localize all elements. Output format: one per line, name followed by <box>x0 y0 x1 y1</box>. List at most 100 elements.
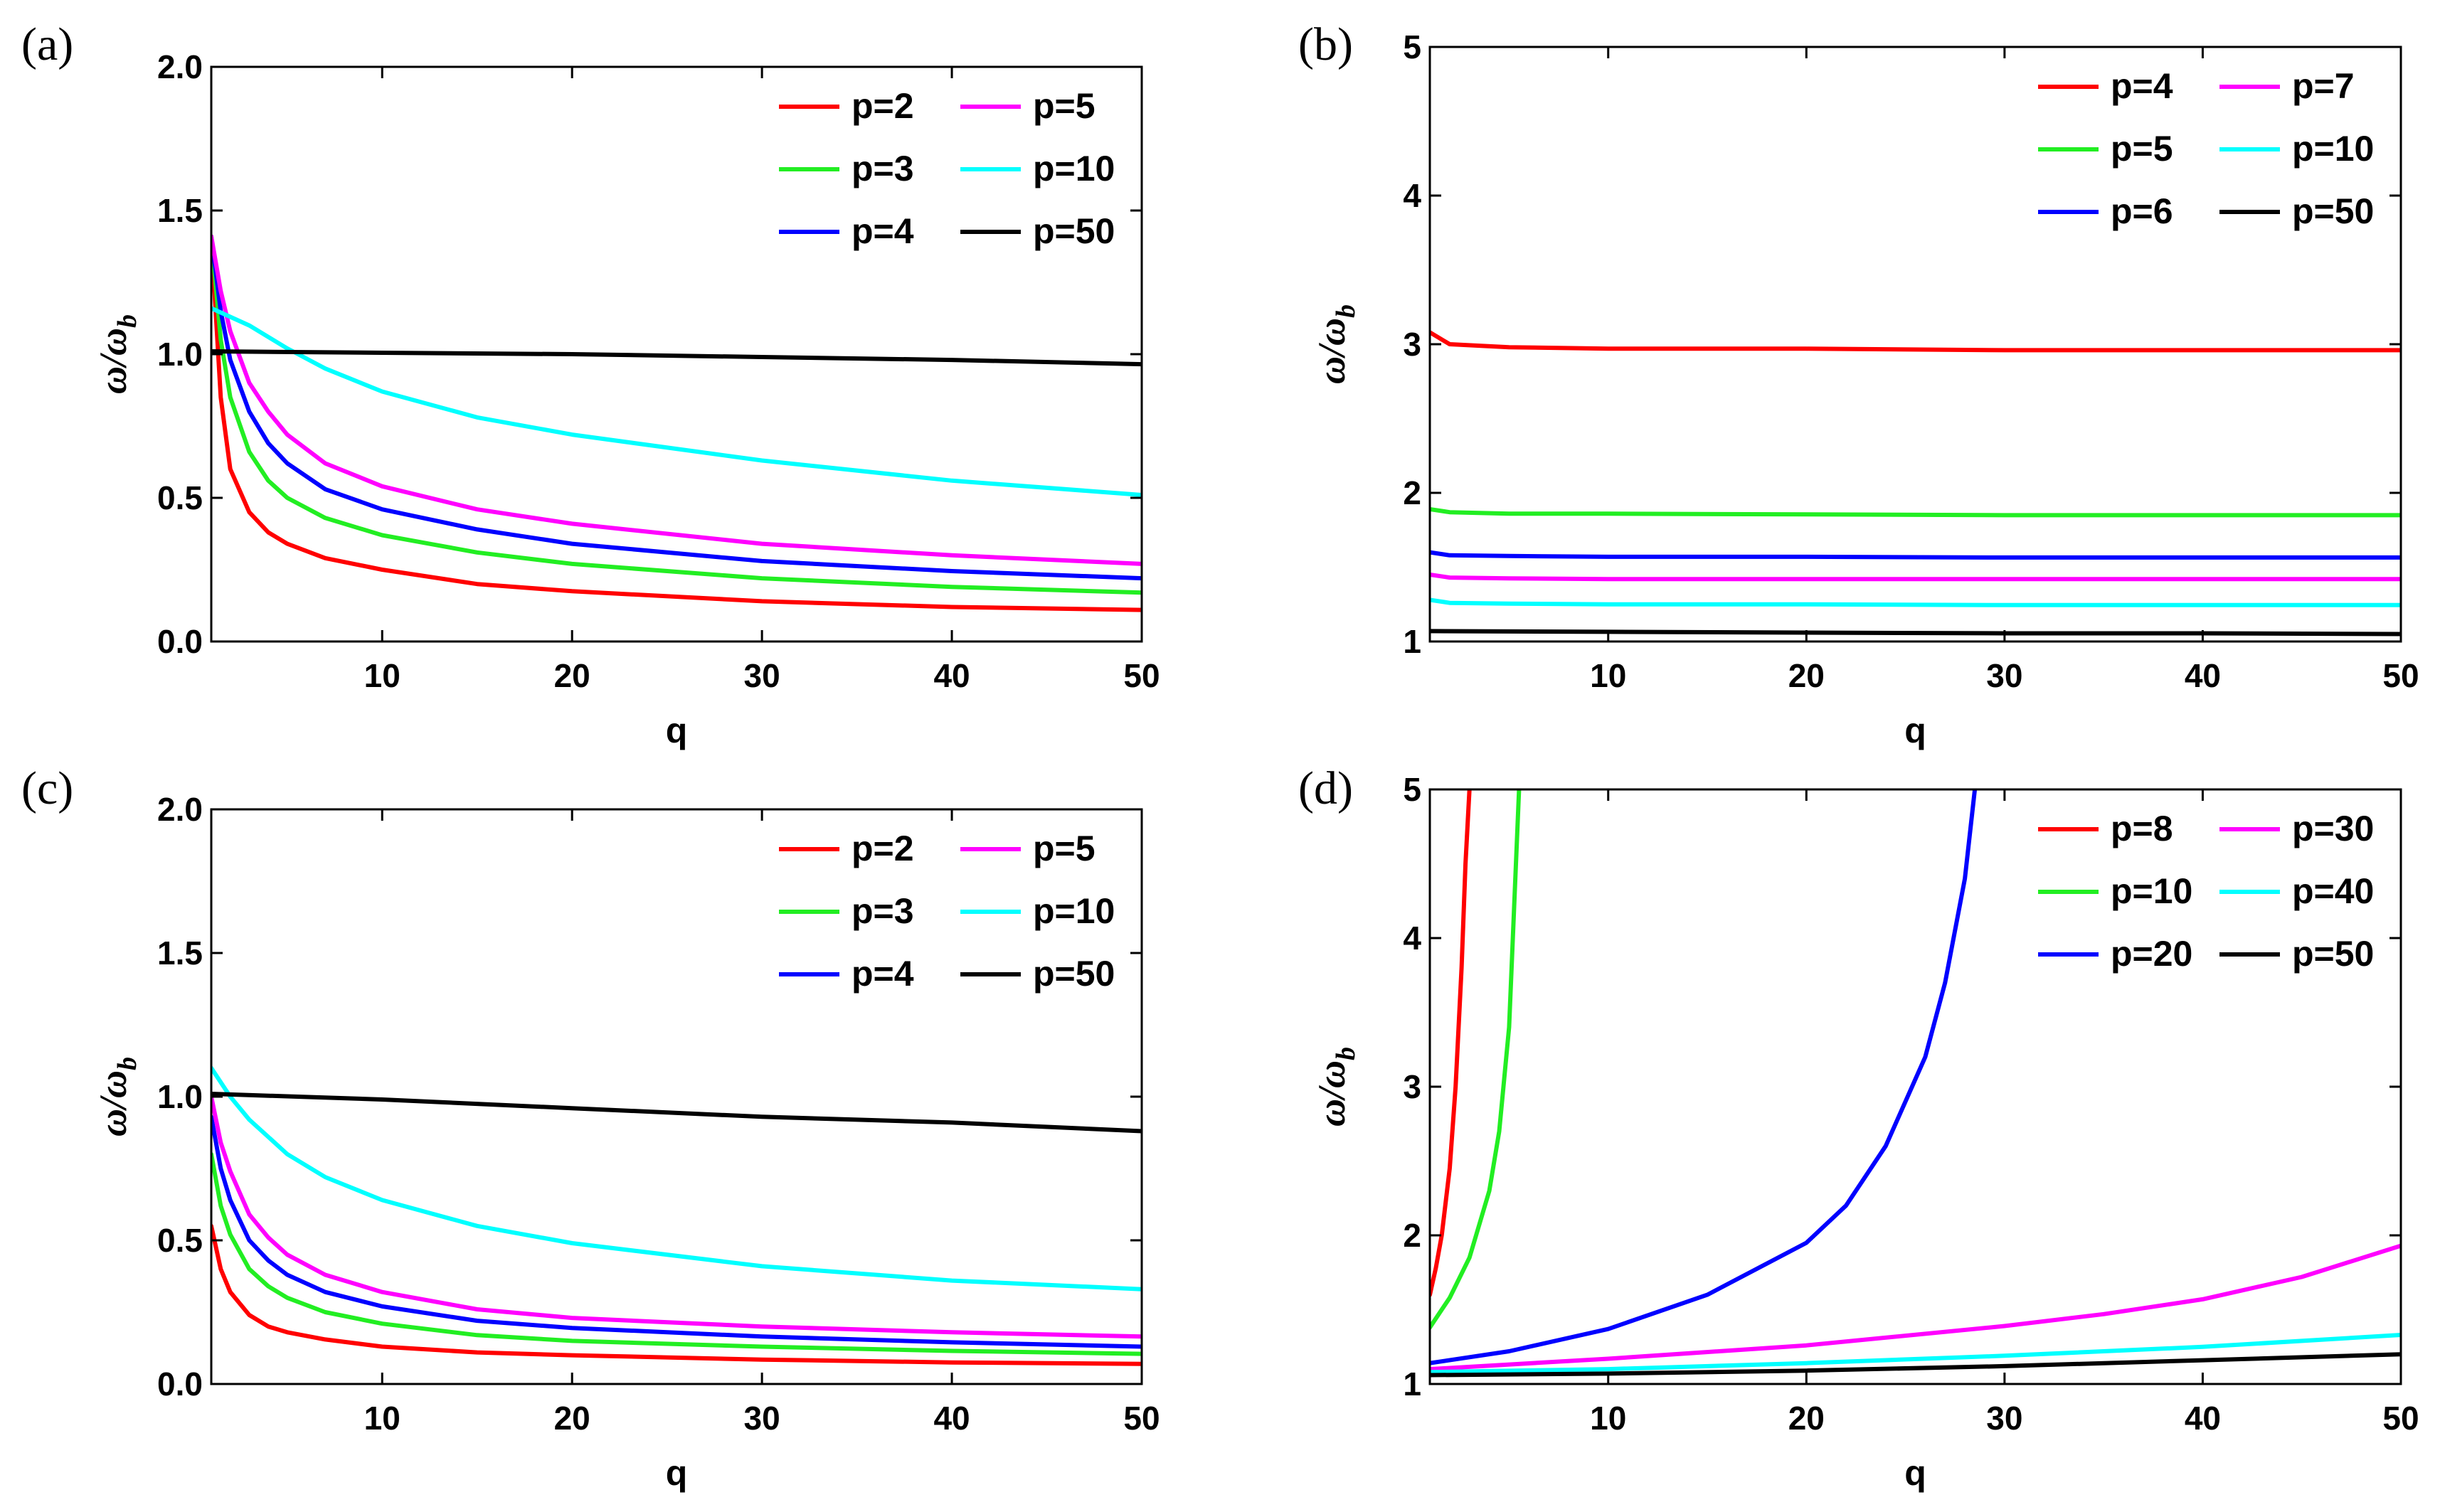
x-tick-label: 50 <box>1123 657 1160 694</box>
series-line-p-6 <box>1430 550 2401 560</box>
legend-label: p=30 <box>2292 809 2374 848</box>
series-line-p-30 <box>1430 1243 2401 1372</box>
legend-item: p=10 <box>960 149 1115 188</box>
y-axis-title: ω/ωb <box>1310 1047 1361 1127</box>
series-line-p-4 <box>211 234 1142 581</box>
legend-label: p=3 <box>852 149 914 188</box>
series-line-p-5 <box>211 1095 1142 1339</box>
y-tick-label: 2 <box>1403 474 1421 511</box>
panel-a: 10 20 30 40 500.00.51.01.52.0qω/ωb(a)p=2p=3p… <box>21 18 1160 750</box>
legend-item: p=10 <box>2219 129 2374 169</box>
legend-label: p=10 <box>2111 871 2192 911</box>
x-tick-label: 10 <box>1590 657 1626 694</box>
x-tick-label: 50 <box>2382 657 2419 694</box>
y-tick-label: 3 <box>1403 326 1421 363</box>
x-tick-label: 50 <box>2382 1400 2419 1437</box>
legend-label: p=7 <box>2292 66 2355 106</box>
x-axis-title: q <box>666 710 688 750</box>
y-axis-title: ω/ωb <box>92 1057 142 1136</box>
series-line-p-4 <box>1430 330 2401 353</box>
x-tick-label: 20 <box>1788 1400 1825 1437</box>
series-line-p-5 <box>1430 507 2401 518</box>
legend-label: p=50 <box>2292 934 2374 974</box>
panel-label: (c) <box>21 762 73 814</box>
x-axis-title: q <box>1904 1453 1926 1493</box>
legend-item: p=20 <box>2038 934 2192 974</box>
legend-item: p=3 <box>779 891 914 931</box>
series-line-p-50 <box>211 1092 1142 1134</box>
legend-label: p=40 <box>2292 871 2374 911</box>
panel-b: 10 20 30 40 5012345qω/ωb(b)p=4p=5p=6p=7p=10p… <box>1298 18 2419 750</box>
legend-label: p=5 <box>1033 829 1096 868</box>
y-tick-label: 2 <box>1403 1217 1421 1254</box>
legend-item: p=50 <box>960 211 1115 251</box>
y-tick-label: 1.0 <box>157 1078 203 1115</box>
panel-c: 10 20 30 40 500.00.51.01.52.0qω/ωb(c)p=2p=3p… <box>21 762 1160 1493</box>
x-tick-label: 40 <box>933 657 970 694</box>
legend-label: p=2 <box>852 86 914 126</box>
legend-item: p=7 <box>2219 66 2355 106</box>
y-axis-title: ω/ωb <box>92 314 142 394</box>
legend: p=2 p=3 p=4 p=5 p=10 p=50 <box>779 829 1115 994</box>
legend-label: p=6 <box>2111 191 2173 231</box>
series-line-p-20 <box>1430 789 1978 1365</box>
legend-item: p=50 <box>2219 934 2374 974</box>
legend-label: p=50 <box>2292 191 2374 231</box>
x-tick-label: 40 <box>2185 657 2221 694</box>
legend-item: p=50 <box>960 954 1115 994</box>
x-tick-label: 30 <box>1986 1400 2022 1437</box>
series-line-p-4 <box>211 1114 1142 1349</box>
x-tick-label: 40 <box>933 1400 970 1437</box>
x-tick-label: 20 <box>554 1400 590 1437</box>
y-tick-label: 0.5 <box>157 1222 203 1259</box>
legend-label: p=50 <box>1033 211 1115 251</box>
legend-item: p=10 <box>2038 871 2192 911</box>
legend-label: p=10 <box>2292 129 2374 169</box>
series-line-p-2 <box>211 234 1142 612</box>
legend: p=4 p=5 p=6 p=7 p=10 p=50 <box>2038 66 2374 231</box>
legend: p=2 p=3 p=4 p=5 p=10 p=50 <box>779 86 1115 251</box>
x-tick-label: 20 <box>1788 657 1825 694</box>
x-tick-label: 30 <box>744 657 780 694</box>
legend-item: p=2 <box>779 829 914 868</box>
series-line-p-10 <box>1430 597 2401 607</box>
legend-item: p=8 <box>2038 809 2173 848</box>
x-tick-label: 10 <box>1590 1400 1626 1437</box>
series-line-p-50 <box>211 349 1142 367</box>
legend-label: p=10 <box>1033 149 1115 188</box>
legend-item: p=2 <box>779 86 914 126</box>
legend-label: p=10 <box>1033 891 1115 931</box>
x-tick-label: 40 <box>2185 1400 2221 1437</box>
legend-item: p=10 <box>960 891 1115 931</box>
y-tick-label: 2.0 <box>157 791 203 828</box>
legend-label: p=4 <box>852 954 914 994</box>
y-tick-label: 1.5 <box>157 192 203 229</box>
y-tick-label: 3 <box>1403 1068 1421 1105</box>
y-axis-title: ω/ωb <box>1310 304 1361 384</box>
legend-label: p=4 <box>2111 66 2173 106</box>
y-tick-label: 0.0 <box>157 623 203 660</box>
legend-item: p=4 <box>779 954 914 994</box>
series-line-p-5 <box>211 234 1142 566</box>
y-tick-label: 4 <box>1403 177 1421 214</box>
legend: p=8 p=10 p=20 p=30 p=40 p=50 <box>2038 809 2374 974</box>
legend-item: p=6 <box>2038 191 2173 231</box>
x-tick-label: 20 <box>554 657 590 694</box>
legend-label: p=20 <box>2111 934 2192 974</box>
series-line-p-50 <box>1430 629 2401 637</box>
series-line-p-50 <box>1430 1352 2401 1378</box>
legend-label: p=5 <box>2111 129 2173 169</box>
legend-label: p=5 <box>1033 86 1096 126</box>
panel-label: (b) <box>1298 18 1353 70</box>
legend-item: p=50 <box>2219 191 2374 231</box>
series-line-p-3 <box>211 234 1142 595</box>
x-tick-label: 30 <box>744 1400 780 1437</box>
legend-item: p=5 <box>960 86 1096 126</box>
y-tick-label: 5 <box>1403 28 1421 65</box>
legend-label: p=3 <box>852 891 914 931</box>
legend-item: p=40 <box>2219 871 2374 911</box>
y-tick-label: 1.5 <box>157 935 203 971</box>
legend-item: p=5 <box>2038 129 2173 169</box>
legend-item: p=4 <box>2038 66 2173 106</box>
